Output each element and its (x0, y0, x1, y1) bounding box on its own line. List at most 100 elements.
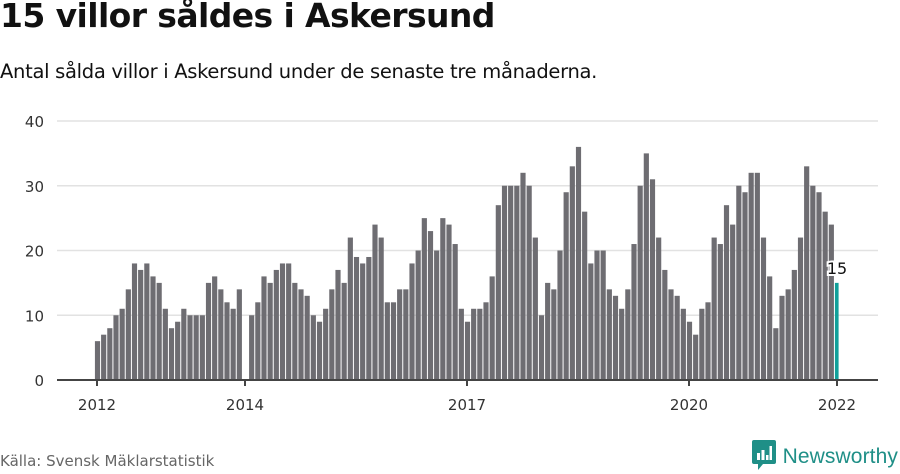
bar (612, 295, 619, 380)
bar (292, 282, 298, 381)
bar (520, 172, 526, 380)
bar (458, 308, 464, 380)
bar (742, 192, 748, 380)
bar (705, 302, 711, 380)
y-axis-labels: 0 10 20 30 40 (25, 113, 44, 390)
bar (427, 231, 434, 380)
bar-chart-speech-bubble-icon (751, 440, 776, 474)
bar (501, 185, 508, 380)
bar (434, 250, 440, 380)
bar (205, 282, 212, 381)
brand-name: Newsworthy (782, 445, 898, 468)
bar (773, 328, 779, 380)
bar (816, 192, 822, 380)
source-note: Källa: Svensk Mäklarstatistik (0, 452, 215, 470)
highlight-value-label: 15 (827, 259, 847, 278)
bar (255, 302, 261, 380)
bar (489, 276, 495, 380)
bar (323, 308, 329, 380)
bar (131, 263, 138, 380)
bar (804, 166, 810, 380)
bar (360, 263, 366, 380)
bar (366, 256, 372, 380)
bar (736, 185, 742, 380)
bar (606, 289, 612, 380)
x-axis-labels: 2012 2014 2017 2020 2022 (78, 396, 856, 414)
bar (477, 308, 483, 380)
bar (138, 269, 144, 380)
bar (637, 185, 643, 380)
bar (514, 185, 520, 380)
bar (144, 263, 150, 380)
bar (471, 308, 477, 380)
bar (532, 237, 538, 380)
bar (212, 276, 218, 380)
bar (791, 269, 797, 380)
bar (582, 211, 588, 380)
bar (717, 244, 723, 380)
x-tick-label: 2014 (226, 396, 264, 414)
bar (298, 289, 304, 380)
bar (230, 308, 236, 380)
bar (828, 224, 834, 380)
bar (600, 250, 606, 380)
bar (563, 192, 569, 380)
bar (588, 263, 594, 380)
bar-chart: 0 10 20 30 40 2012 2014 2017 2020 2022 15 (0, 100, 900, 420)
bar (199, 315, 205, 380)
bar (649, 179, 656, 380)
chart-subtitle: Antal sålda villor i Askersund under de … (0, 60, 598, 83)
bar (693, 334, 699, 380)
bar (495, 205, 501, 380)
bar (760, 237, 767, 380)
bar (452, 244, 458, 380)
bar (279, 263, 286, 380)
bars (94, 146, 839, 381)
bar (508, 185, 514, 380)
bar (575, 146, 582, 380)
y-tick-label: 0 (34, 372, 44, 390)
bar (150, 276, 156, 380)
bar (286, 263, 292, 380)
bar (680, 308, 686, 380)
bar (545, 282, 551, 381)
bar (483, 302, 489, 380)
y-tick-label: 30 (25, 178, 44, 196)
bar (249, 315, 255, 380)
bar (797, 237, 804, 380)
bar (236, 289, 242, 380)
bar (538, 315, 545, 380)
bar (631, 244, 637, 380)
y-tick-label: 10 (25, 307, 44, 325)
bar (273, 269, 279, 380)
bar (310, 315, 316, 380)
bar (643, 153, 649, 381)
highlighted-bar (834, 282, 839, 381)
bar (403, 289, 409, 380)
bar (594, 250, 600, 380)
bar (767, 276, 773, 380)
x-tick-label: 2012 (78, 396, 116, 414)
x-tick-label: 2017 (448, 396, 486, 414)
bar (730, 224, 736, 380)
bar (748, 172, 754, 380)
bar (619, 308, 625, 380)
bar (699, 308, 705, 380)
bar (119, 308, 125, 380)
bar (569, 166, 575, 380)
bar (187, 315, 193, 380)
bar (107, 328, 113, 380)
bar (557, 250, 563, 380)
newsworthy-logo[interactable]: Newsworthy (751, 440, 898, 474)
bar (415, 250, 421, 380)
bar (101, 334, 107, 380)
bar (421, 218, 427, 381)
bar (668, 289, 674, 380)
bar (304, 295, 310, 380)
bar (526, 185, 532, 380)
x-tick-label: 2020 (670, 396, 708, 414)
bar (341, 282, 347, 381)
bar (224, 302, 230, 380)
bar (551, 289, 557, 380)
bar (711, 237, 717, 380)
